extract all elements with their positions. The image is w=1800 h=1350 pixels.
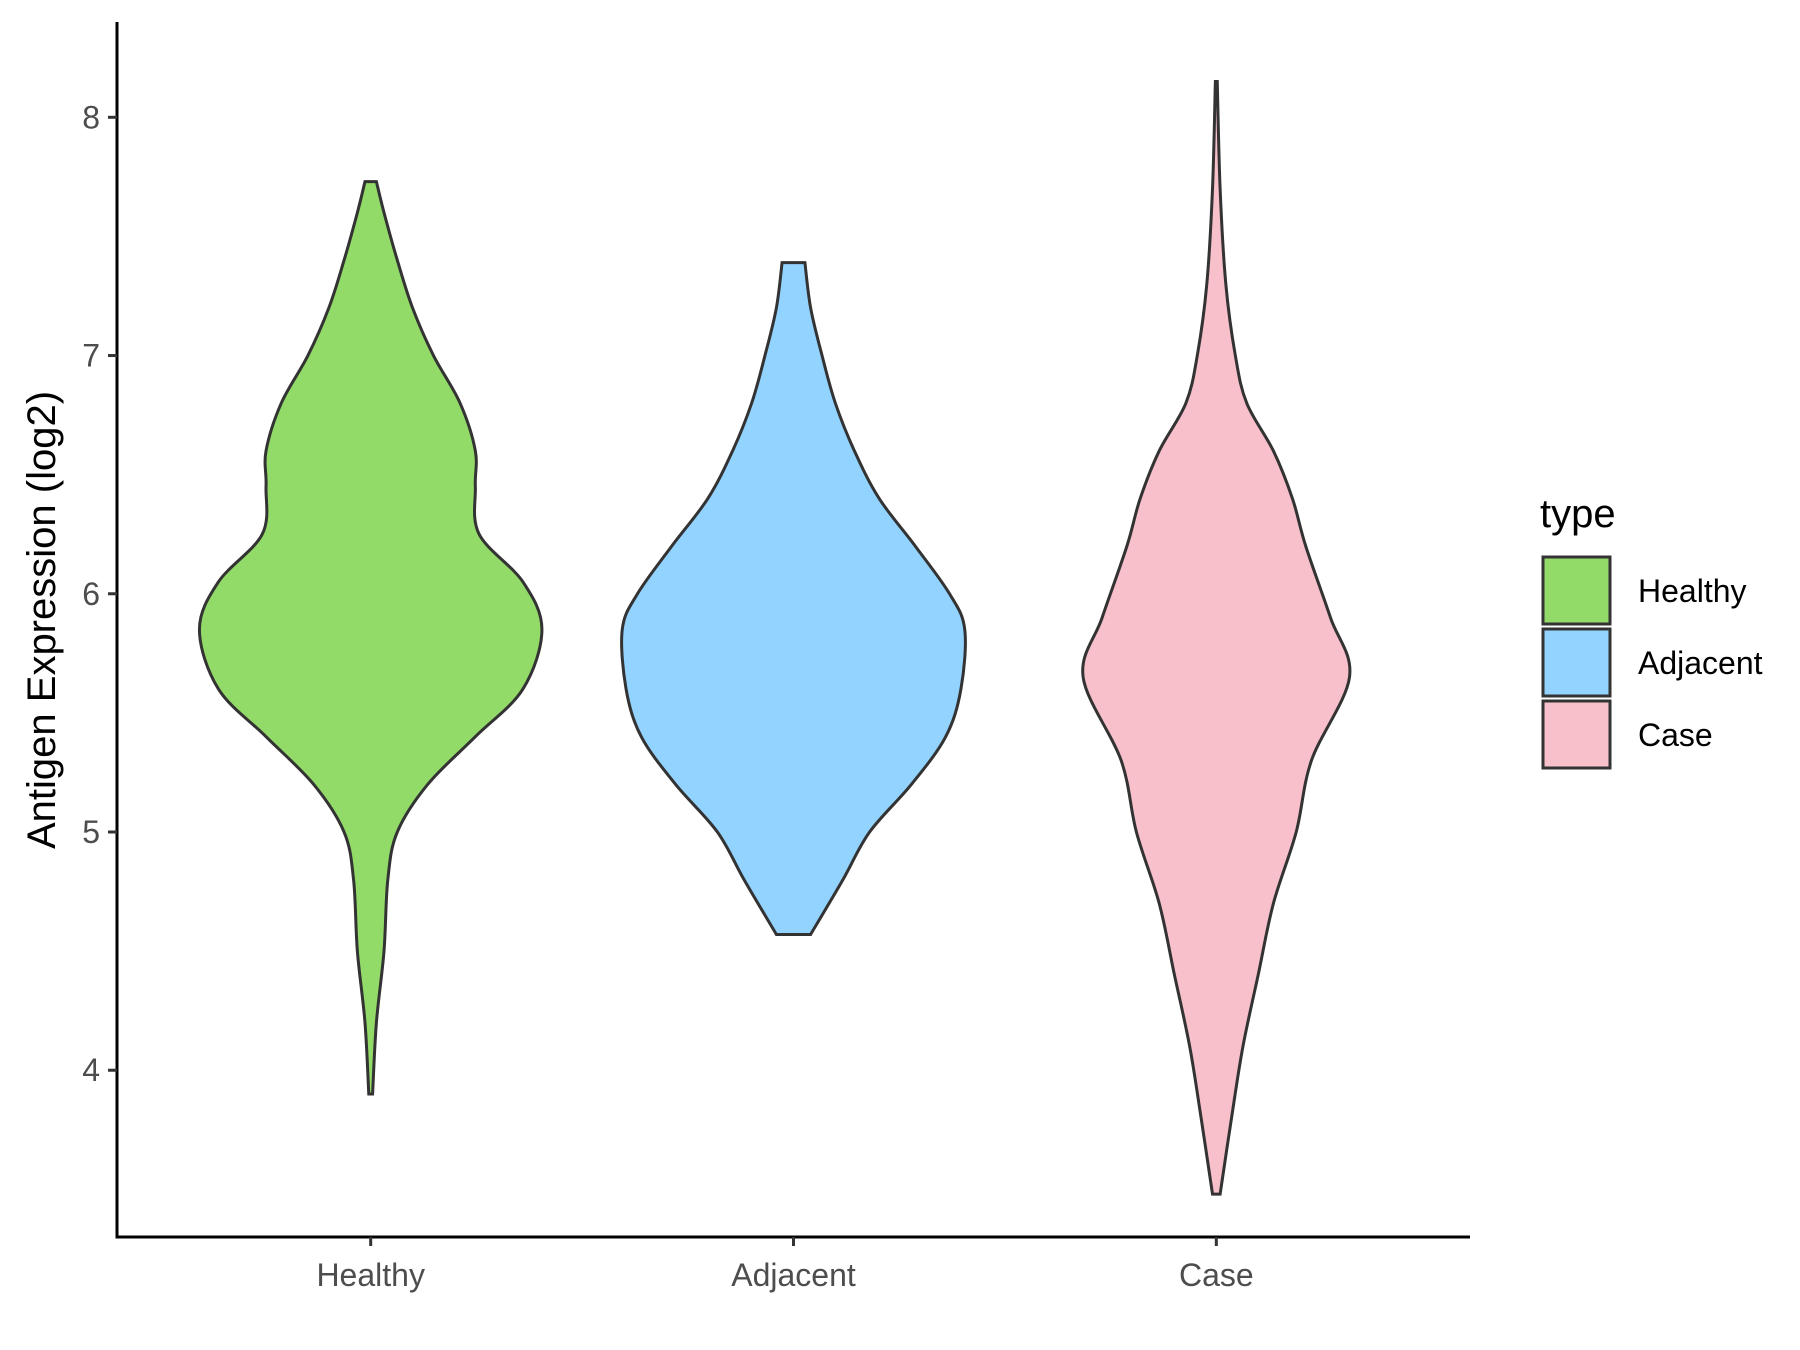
legend: type Healthy Adjacent Case bbox=[1540, 492, 1763, 770]
x-ticks: Healthy Adjacent Case bbox=[316, 1237, 1254, 1293]
y-ticks: 4 5 6 7 8 bbox=[82, 99, 117, 1088]
legend-key-adjacent bbox=[1541, 627, 1612, 698]
y-tick-label: 7 bbox=[82, 338, 100, 374]
y-tick-label: 5 bbox=[82, 814, 100, 850]
y-tick-label: 6 bbox=[82, 576, 100, 612]
x-tick-label: Case bbox=[1179, 1257, 1254, 1293]
legend-key-healthy bbox=[1541, 555, 1612, 626]
violins-layer bbox=[197, 80, 1352, 1196]
x-tick-label: Healthy bbox=[316, 1257, 425, 1293]
y-tick-label: 4 bbox=[82, 1052, 100, 1088]
legend-label: Case bbox=[1638, 717, 1713, 753]
legend-label: Healthy bbox=[1638, 573, 1747, 609]
y-tick-label: 8 bbox=[82, 99, 100, 135]
violin-case bbox=[1081, 80, 1352, 1196]
legend-title: type bbox=[1540, 492, 1616, 536]
y-axis-title: Antigen Expression (log2) bbox=[20, 391, 64, 849]
x-tick-label: Adjacent bbox=[731, 1257, 856, 1293]
legend-label: Adjacent bbox=[1638, 645, 1763, 681]
legend-key-case bbox=[1541, 699, 1612, 770]
violin-healthy bbox=[197, 180, 544, 1096]
violin-adjacent bbox=[620, 261, 967, 936]
